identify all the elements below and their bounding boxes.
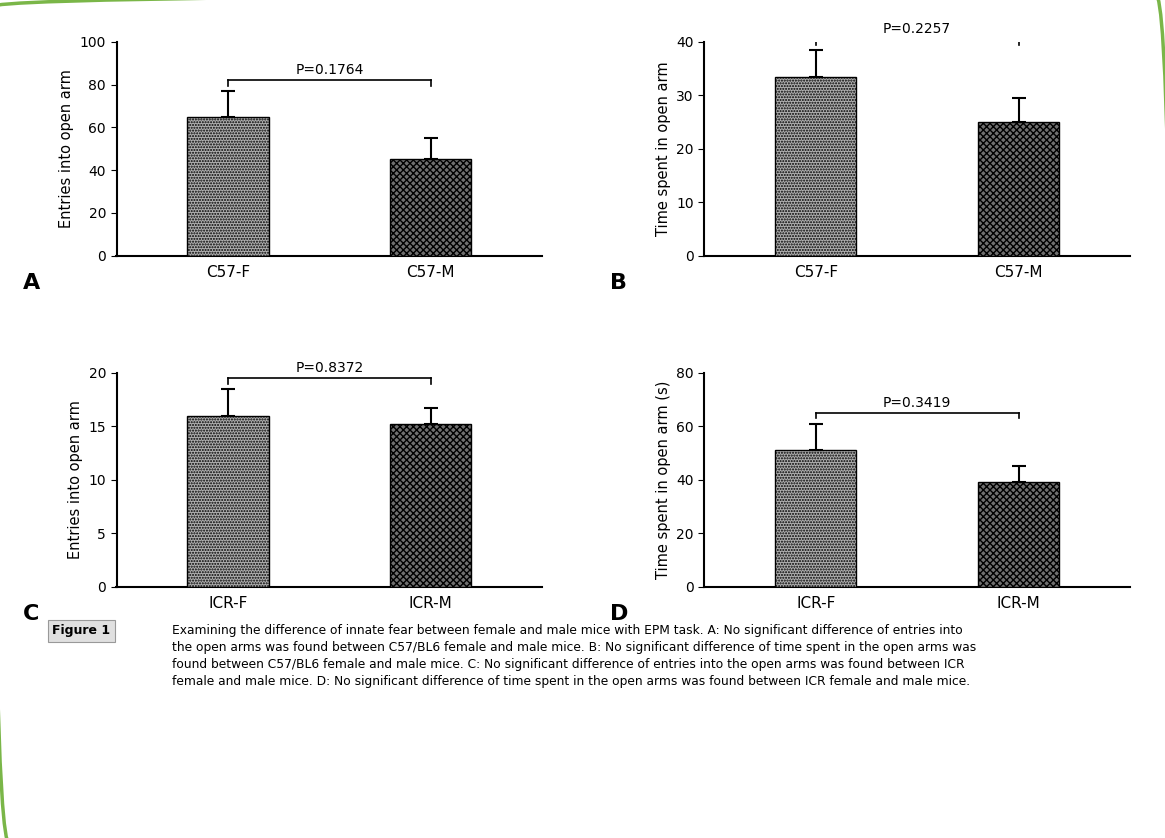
Bar — [188, 116, 269, 256]
Text: D: D — [610, 603, 629, 623]
Text: Examining the difference of innate fear between female and male mice with EPM ta: Examining the difference of innate fear … — [172, 624, 976, 688]
Bar — [188, 416, 269, 587]
Bar — [775, 76, 856, 256]
Text: C: C — [23, 603, 40, 623]
Text: A: A — [23, 272, 40, 292]
Y-axis label: Entries into open arm: Entries into open arm — [59, 70, 75, 228]
Bar — [977, 483, 1059, 587]
Text: P=0.3419: P=0.3419 — [883, 396, 952, 410]
Text: B: B — [610, 272, 628, 292]
Bar — [977, 122, 1059, 256]
Y-axis label: Time spent in open arm: Time spent in open arm — [656, 61, 671, 236]
Y-axis label: Entries into open arm: Entries into open arm — [68, 401, 83, 559]
Text: P=0.8372: P=0.8372 — [295, 361, 363, 375]
Bar — [390, 424, 472, 587]
Y-axis label: Time spent in open arm (s): Time spent in open arm (s) — [656, 380, 671, 579]
Text: P=0.2257: P=0.2257 — [883, 22, 951, 36]
Bar — [390, 159, 472, 256]
Text: Figure 1: Figure 1 — [52, 624, 111, 638]
Bar — [775, 450, 856, 587]
Text: P=0.1764: P=0.1764 — [295, 63, 363, 77]
